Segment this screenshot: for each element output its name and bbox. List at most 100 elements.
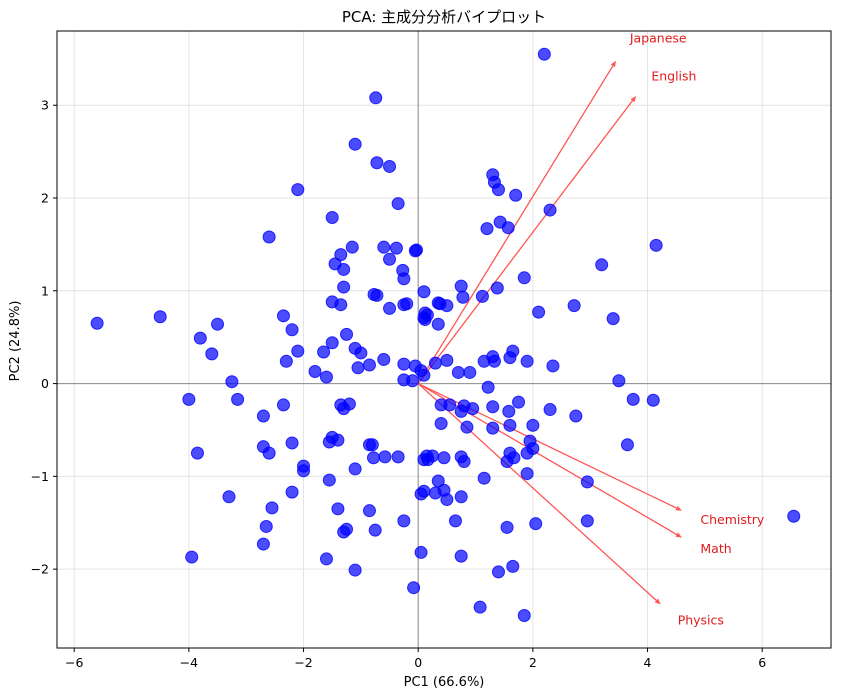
score-point [256, 537, 270, 551]
score-point [331, 433, 345, 447]
score-point [348, 462, 362, 476]
score-point [454, 404, 468, 418]
score-point [348, 563, 362, 577]
score-point [383, 252, 397, 266]
score-point [377, 240, 391, 254]
score-point [285, 436, 299, 450]
score-point [526, 418, 540, 432]
x-axis-ticks: −6 −4 −2 0 2 4 6 [65, 648, 766, 670]
score-point [517, 609, 531, 623]
y-tick-label: −1 [31, 469, 49, 484]
score-point [440, 353, 454, 367]
score-point [90, 316, 104, 330]
score-point [190, 446, 204, 460]
score-points [90, 47, 801, 623]
x-tick-label: −4 [180, 655, 198, 670]
score-point [431, 474, 445, 488]
score-point [291, 344, 305, 358]
score-point [486, 400, 500, 414]
score-point [440, 299, 454, 313]
y-tick-label: −2 [31, 562, 49, 577]
loading-arrow-head [675, 532, 682, 538]
score-point [317, 345, 331, 359]
score-point [370, 288, 384, 302]
score-point [334, 248, 348, 262]
y-tick-label: 2 [41, 191, 49, 206]
score-point [451, 365, 465, 379]
x-tick-label: 0 [414, 655, 422, 670]
y-axis-ticks: −2 −1 0 1 2 3 [31, 98, 57, 577]
score-point [319, 370, 333, 384]
score-point [222, 490, 236, 504]
score-point [486, 421, 500, 435]
x-tick-label: 4 [644, 655, 652, 670]
loading-arrow-shaft [417, 65, 614, 384]
score-point [477, 471, 491, 485]
score-point [297, 464, 311, 478]
score-point [391, 450, 405, 464]
score-point [377, 352, 391, 366]
score-point [626, 392, 640, 406]
score-point [285, 485, 299, 499]
x-tick-label: −2 [294, 655, 312, 670]
score-point [569, 409, 583, 423]
loading-arrow-head [654, 598, 661, 605]
loading-arrow-head [610, 60, 616, 68]
score-point [348, 137, 362, 151]
score-point [291, 183, 305, 197]
score-point [520, 354, 534, 368]
score-point [580, 514, 594, 528]
score-point [473, 600, 487, 614]
score-point [276, 398, 290, 412]
score-point [231, 392, 245, 406]
score-point [620, 438, 634, 452]
score-point [503, 351, 517, 365]
x-tick-label: 2 [529, 655, 537, 670]
loading-label: Math [700, 541, 731, 556]
score-point [431, 317, 445, 331]
score-point [256, 409, 270, 423]
score-point [646, 393, 660, 407]
score-point [466, 402, 480, 416]
score-point [787, 509, 801, 523]
loading-arrow-head [675, 505, 682, 511]
score-point [276, 309, 290, 323]
score-point [285, 323, 299, 337]
score-point [418, 313, 432, 327]
score-point [481, 380, 495, 394]
score-point [370, 156, 384, 170]
score-point [463, 365, 477, 379]
score-point [546, 359, 560, 373]
plot-frame [56, 30, 832, 649]
score-point [365, 438, 379, 452]
score-point [337, 280, 351, 294]
y-tick-label: 1 [41, 283, 49, 298]
score-point [509, 188, 523, 202]
score-point [537, 47, 551, 61]
score-point [331, 502, 345, 516]
score-point [454, 549, 468, 563]
score-point [405, 374, 419, 388]
score-point [529, 517, 543, 531]
score-point [378, 450, 392, 464]
score-point [417, 484, 431, 498]
score-point [520, 467, 534, 481]
score-point [500, 455, 514, 469]
chart-title: PCA: 主成分分析バイプロット [342, 8, 546, 26]
score-point [182, 392, 196, 406]
score-point [500, 520, 514, 534]
score-point [448, 514, 462, 528]
score-point [391, 197, 405, 211]
score-point [512, 395, 526, 409]
score-point [397, 514, 411, 528]
score-point [225, 375, 239, 389]
zero-lines [57, 31, 831, 648]
score-point [354, 346, 368, 360]
x-tick-label: 6 [758, 655, 766, 670]
score-point [362, 358, 376, 372]
score-point [397, 357, 411, 371]
score-point [428, 356, 442, 370]
score-point [454, 279, 468, 293]
